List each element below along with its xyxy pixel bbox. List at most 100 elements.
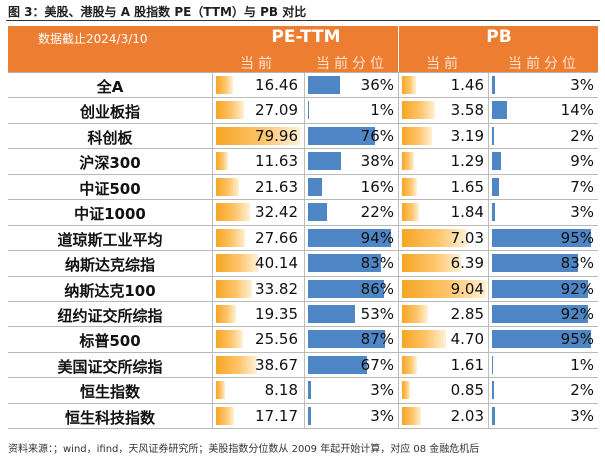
percentile-bar <box>308 76 340 94</box>
pe-pct-value: 67% <box>360 355 394 374</box>
pb-cell: 2.85 <box>400 303 488 325</box>
column-divider <box>304 149 305 174</box>
pe-value: 38.67 <box>255 355 298 374</box>
column-divider <box>488 225 489 251</box>
percentile-bar <box>492 203 496 222</box>
column-divider <box>398 327 399 352</box>
percentile-bar <box>492 304 588 323</box>
value-bar <box>216 381 225 400</box>
value-bar <box>402 203 420 222</box>
index-name: 纳斯达克综指 <box>64 256 155 275</box>
pe-cell: 33.82 <box>214 278 302 300</box>
column-divider <box>212 327 213 352</box>
pb-pct-cell: 2% <box>490 125 598 147</box>
pb-pct-cell: 14% <box>490 99 598 121</box>
table-row: 科创板 79.96 76% 3.19 2% <box>8 123 598 150</box>
pe-ttm-group-header: PE-TTM <box>271 27 341 47</box>
pb-cell: 1.61 <box>400 354 488 376</box>
column-divider <box>488 200 489 225</box>
column-divider <box>398 174 399 200</box>
pb-pct-cell: 95% <box>490 328 598 350</box>
pe-pct-cell: 76% <box>306 125 398 147</box>
pb-value: 1.61 <box>450 355 484 374</box>
percentile-bar <box>492 254 579 273</box>
pe-percentile-header: 当前分位 <box>316 56 388 72</box>
column-divider <box>304 98 305 123</box>
percentile-bar <box>492 228 591 247</box>
data-date-note: 数据截止2024/3/10 <box>38 32 148 46</box>
column-divider <box>212 225 213 251</box>
pe-pct-value: 76% <box>360 126 394 145</box>
table-row: 沪深300 11.63 38% 1.29 9% <box>8 149 598 175</box>
column-divider <box>398 73 399 98</box>
value-bar <box>216 304 237 323</box>
pb-value: 2.03 <box>450 406 484 425</box>
column-divider <box>398 149 399 174</box>
pb-pct-value: 7% <box>570 177 594 196</box>
pb-cell: 4.70 <box>400 328 488 350</box>
column-divider <box>398 352 399 378</box>
pb-value: 3.58 <box>450 101 484 120</box>
pb-cell: 0.85 <box>400 379 488 401</box>
value-bar <box>216 228 246 247</box>
pe-value: 11.63 <box>255 152 298 171</box>
pb-value: 1.65 <box>450 177 484 196</box>
pb-pct-value: 2% <box>570 381 594 400</box>
column-divider <box>304 123 305 149</box>
column-divider <box>212 73 213 98</box>
percentile-bar <box>308 304 355 323</box>
pe-value: 32.42 <box>255 203 298 222</box>
percentile-bar <box>492 381 495 400</box>
column-divider <box>488 352 489 378</box>
pb-pct-cell: 83% <box>490 252 598 274</box>
percentile-bar <box>308 406 311 425</box>
pe-value: 33.82 <box>255 279 298 298</box>
table-row: 道琼斯工业平均 27.66 94% 7.03 95% <box>8 225 598 252</box>
pe-cell: 40.14 <box>214 252 302 274</box>
pb-pct-cell: 9% <box>490 150 598 172</box>
pe-pct-value: 3% <box>370 406 394 425</box>
column-divider <box>212 174 213 200</box>
pb-value: 4.70 <box>450 330 484 349</box>
pe-pct-cell: 22% <box>306 201 398 223</box>
column-divider <box>212 123 213 149</box>
index-name: 美国证交所综指 <box>57 357 163 376</box>
pe-pct-value: 3% <box>370 381 394 400</box>
pe-value: 79.96 <box>255 126 298 145</box>
pb-pct-cell: 3% <box>490 74 598 96</box>
column-divider <box>212 200 213 225</box>
pb-cell: 7.03 <box>400 227 488 249</box>
column-divider <box>488 378 489 403</box>
pe-pct-cell: 16% <box>306 176 398 198</box>
pb-pct-cell: 3% <box>490 201 598 223</box>
pe-pct-value: 83% <box>360 254 394 273</box>
table-row: 标普500 25.56 87% 4.70 95% <box>8 327 598 353</box>
group-divider <box>398 26 399 50</box>
percentile-bar <box>492 279 588 298</box>
column-divider <box>398 123 399 149</box>
pe-cell: 8.18 <box>214 379 302 401</box>
pb-pct-value: 92% <box>560 279 594 298</box>
percentile-bar <box>308 381 311 400</box>
percentile-bar <box>308 279 384 298</box>
column-divider <box>488 276 489 301</box>
column-divider <box>488 98 489 123</box>
value-bar <box>402 355 417 374</box>
group-divider <box>398 50 399 72</box>
pb-pct-value: 3% <box>570 76 594 94</box>
pb-pct-cell: 92% <box>490 303 598 325</box>
column-divider <box>212 276 213 301</box>
value-bar <box>402 406 421 425</box>
value-bar <box>402 254 462 273</box>
column-divider <box>212 149 213 174</box>
pe-cell: 32.42 <box>214 201 302 223</box>
table-body: 全A 16.46 36% 1.46 3% 创业板指 27.09 1% 3.58 14% 科创板 79.… <box>8 73 598 430</box>
pb-cell: 2.03 <box>400 405 488 427</box>
pe-pct-cell: 38% <box>306 150 398 172</box>
pe-pct-cell: 53% <box>306 303 398 325</box>
column-divider <box>304 378 305 403</box>
value-bar <box>216 101 245 120</box>
pe-cell: 17.17 <box>214 405 302 427</box>
percentile-bar <box>492 126 495 145</box>
pb-cell: 3.58 <box>400 99 488 121</box>
